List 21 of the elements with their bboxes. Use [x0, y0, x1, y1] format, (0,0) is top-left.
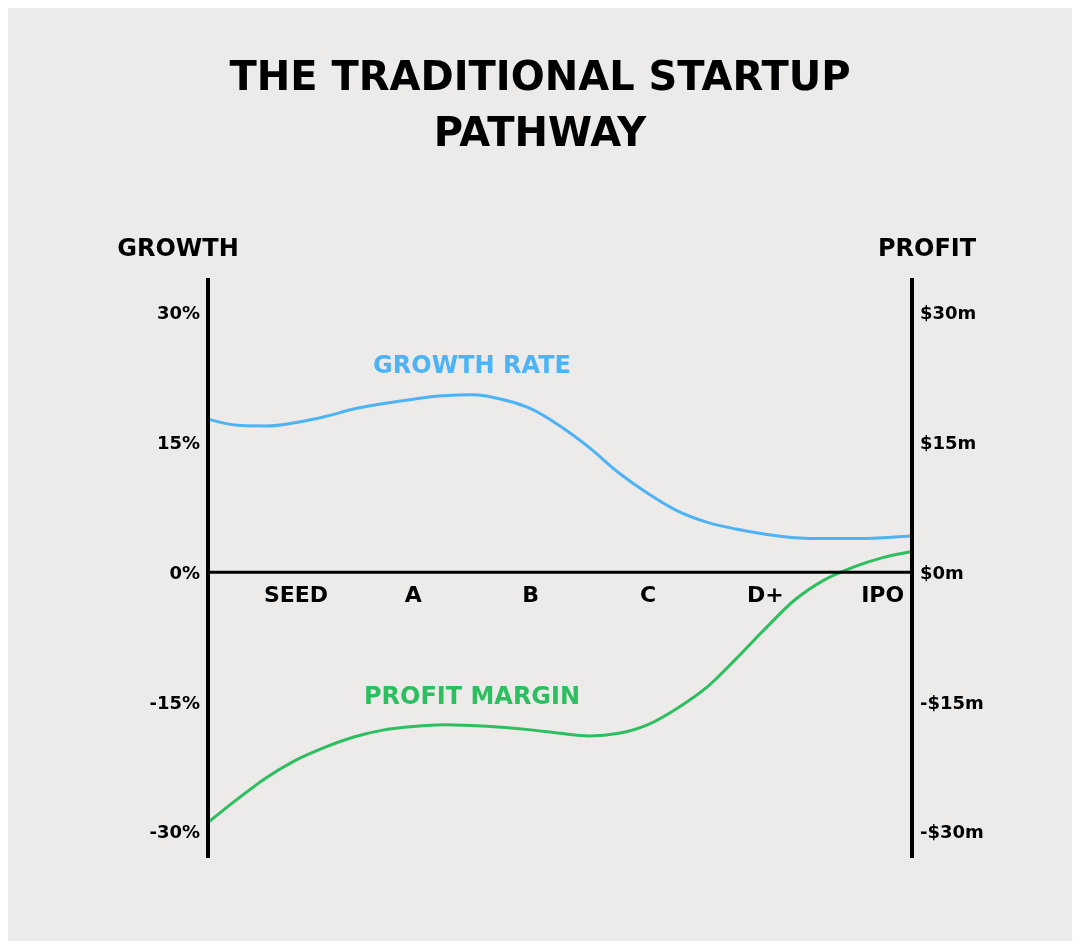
y-tick-label: -30% [149, 821, 200, 843]
x-tick-label: SEED [263, 582, 329, 608]
y-tick-label: 30% [156, 302, 200, 324]
y-axis-title: GROWTH [117, 234, 239, 262]
series-label: PROFIT MARGIN [363, 681, 581, 710]
series-label: GROWTH RATE [373, 350, 571, 379]
x-tick-label: B [522, 582, 540, 608]
x-tick-label: A [404, 582, 422, 608]
y2-tick-label: -$30m [920, 821, 984, 843]
chart-title: THE TRADITIONAL STARTUP PATHWAY [228, 52, 852, 157]
y2-tick-label: $15m [920, 431, 977, 453]
y2-axis-title: PROFIT [877, 234, 977, 262]
x-tick-label: IPO [861, 582, 905, 608]
y-tick-label: -15% [149, 691, 200, 713]
y2-tick-label: -$15m [920, 691, 984, 713]
y2-tick-label: $0m [920, 561, 964, 583]
y-tick-label: 0% [169, 561, 200, 583]
x-tick-label: D+ [746, 582, 784, 608]
y-tick-label: 15% [156, 431, 200, 453]
y2-tick-label: $30m [920, 302, 977, 324]
x-tick-label: C [639, 582, 657, 608]
